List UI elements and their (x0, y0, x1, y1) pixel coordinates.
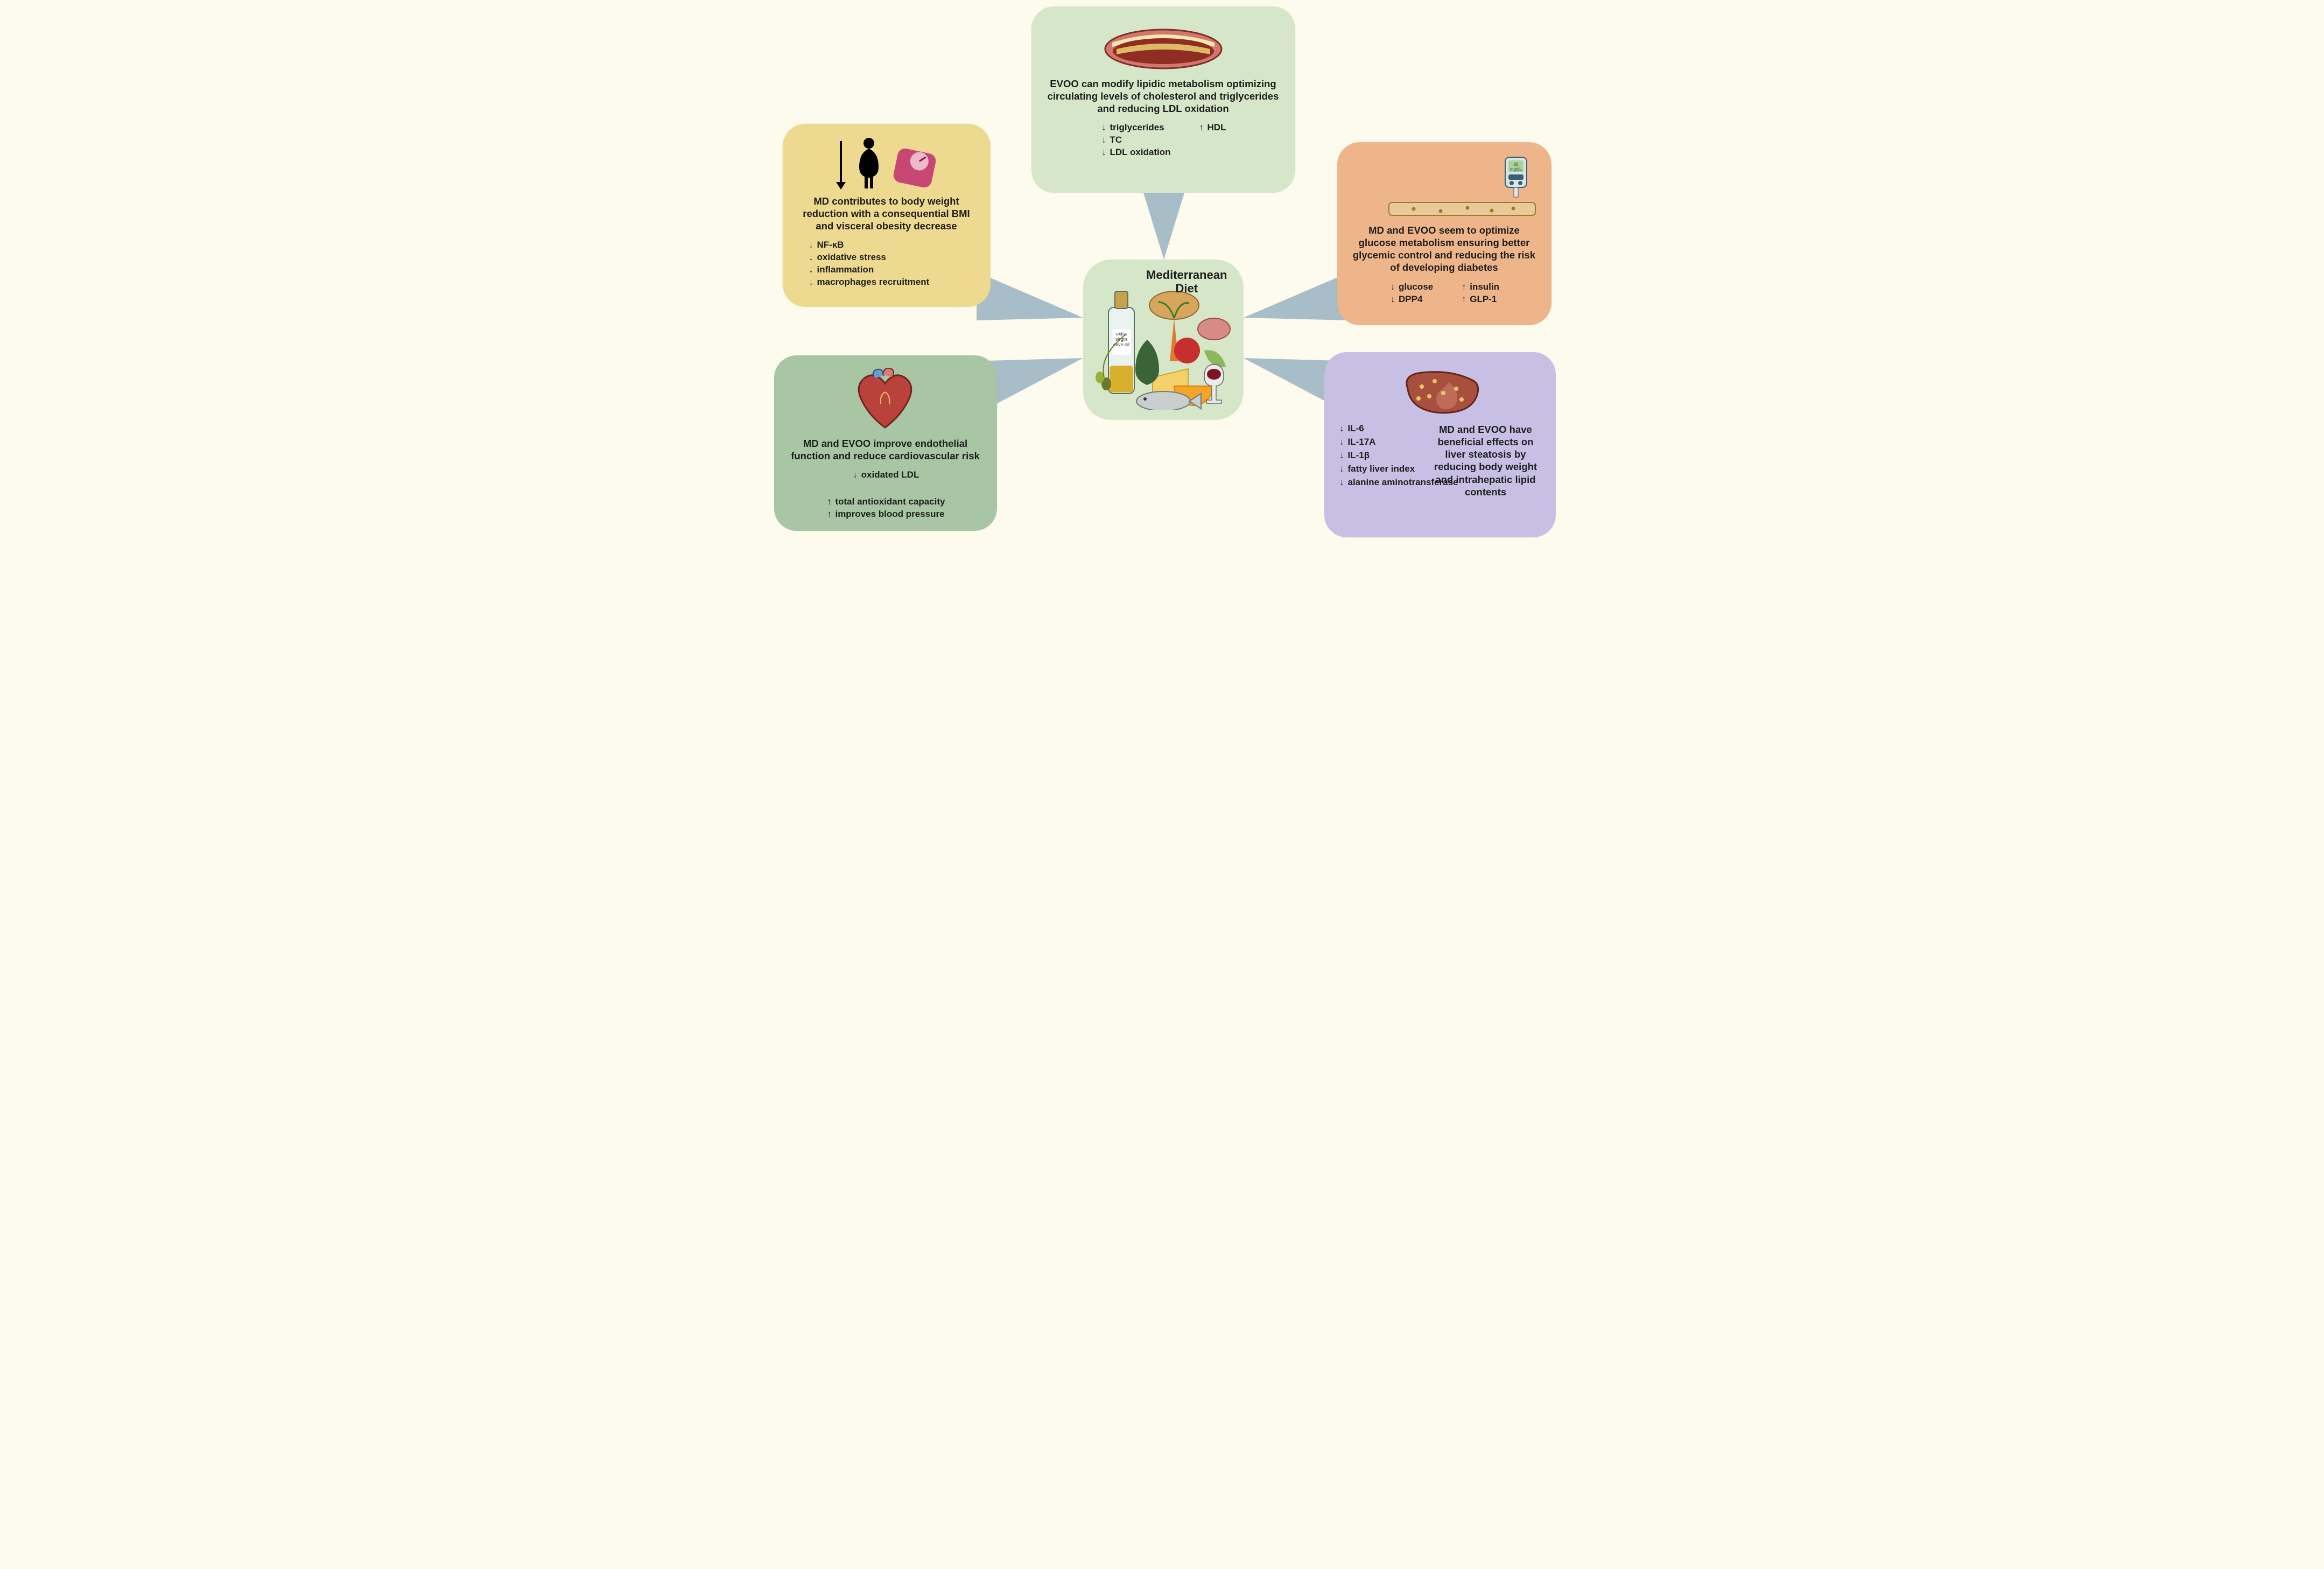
biomarker: ↓glucose (1389, 282, 1433, 292)
biomarker: ↓oxidated LDL (852, 470, 919, 480)
lipids-markers: ↓triglycerides ↓TC ↓LDL oxidation ↑HDL (1045, 122, 1281, 158)
liver-icon (1397, 365, 1483, 419)
blood-vessel-icon (1387, 198, 1537, 220)
biomarker: ↓IL-1β (1338, 450, 1370, 461)
connector-to-left-top (977, 272, 1083, 320)
down-arrow-icon (834, 139, 848, 191)
connector-to-left-bot (986, 358, 1083, 409)
biomarker: ↓NF-κB (808, 240, 844, 250)
artery-icon (1101, 22, 1225, 73)
biomarker: ↓oxidative stress (808, 252, 887, 263)
biomarker: ↓DPP4 (1389, 294, 1422, 305)
obesity-title: MD contributes to body weight reduction … (797, 195, 977, 232)
connector-to-top (1143, 193, 1184, 260)
obesity-node: MD contributes to body weight reduction … (783, 124, 991, 307)
liver-title: MD and EVOO have beneficial effects on l… (1430, 423, 1542, 498)
cardio-markers: ↓oxidated LDL ↑total antioxidant capacit… (788, 470, 983, 520)
diagram-canvas: MediterraneanDiet extravirginolive oil (750, 0, 1574, 555)
obese-person-icon (854, 137, 883, 191)
glucose-node: 80mg/dL MD and EVOO seem to optimize glu… (1337, 142, 1551, 325)
biomarker: ↑total antioxidant capacity (825, 496, 945, 507)
biomarker: ↓macrophages recruitment (808, 277, 930, 288)
biomarker: ↑improves blood pressure (825, 509, 944, 520)
biomarker: ↓triglycerides (1100, 122, 1164, 133)
glucometer-icon: 80mg/dL (1494, 155, 1537, 198)
cardio-title: MD and EVOO improve endothelial function… (788, 437, 983, 462)
biomarker: ↑insulin (1460, 282, 1499, 292)
biomarker: ↓IL-17A (1338, 437, 1376, 447)
obesity-markers: ↓NF-κB ↓oxidative stress↓inflammation ↓mac… (797, 240, 977, 288)
liver-markers: ↓IL-6↓IL-17A↓IL-1β↓fatty liver index↓ala… (1338, 423, 1419, 488)
liver-node: ↓IL-6↓IL-17A↓IL-1β↓fatty liver index↓ala… (1324, 352, 1556, 537)
cardio-node: MD and EVOO improve endothelial function… (774, 355, 997, 531)
biomarker: ↓LDL oxidation (1100, 147, 1171, 158)
hub-label: MediterraneanDiet (1146, 268, 1227, 296)
biomarker: ↓fatty liver index (1338, 464, 1415, 474)
center-hub: MediterraneanDiet extravirginolive oil (1083, 260, 1244, 420)
heart-icon (851, 368, 921, 433)
glucose-title: MD and EVOO seem to optimize glucose met… (1351, 224, 1537, 274)
biomarker: ↑GLP-1 (1460, 294, 1497, 305)
lipids-title: EVOO can modify lipidic metabolism optim… (1045, 78, 1281, 115)
biomarker: ↓IL-6 (1338, 423, 1364, 434)
lipids-node: EVOO can modify lipidic metabolism optim… (1031, 6, 1295, 193)
biomarker: ↑HDL (1198, 122, 1226, 133)
biomarker: ↓inflammation (808, 264, 874, 275)
scale-icon (890, 141, 939, 191)
biomarker: ↓TC (1100, 135, 1122, 145)
glucose-markers: ↓glucose ↓DPP4 ↑insulin ↑GLP-1 (1351, 282, 1537, 305)
connector-to-right-top (1244, 272, 1350, 320)
